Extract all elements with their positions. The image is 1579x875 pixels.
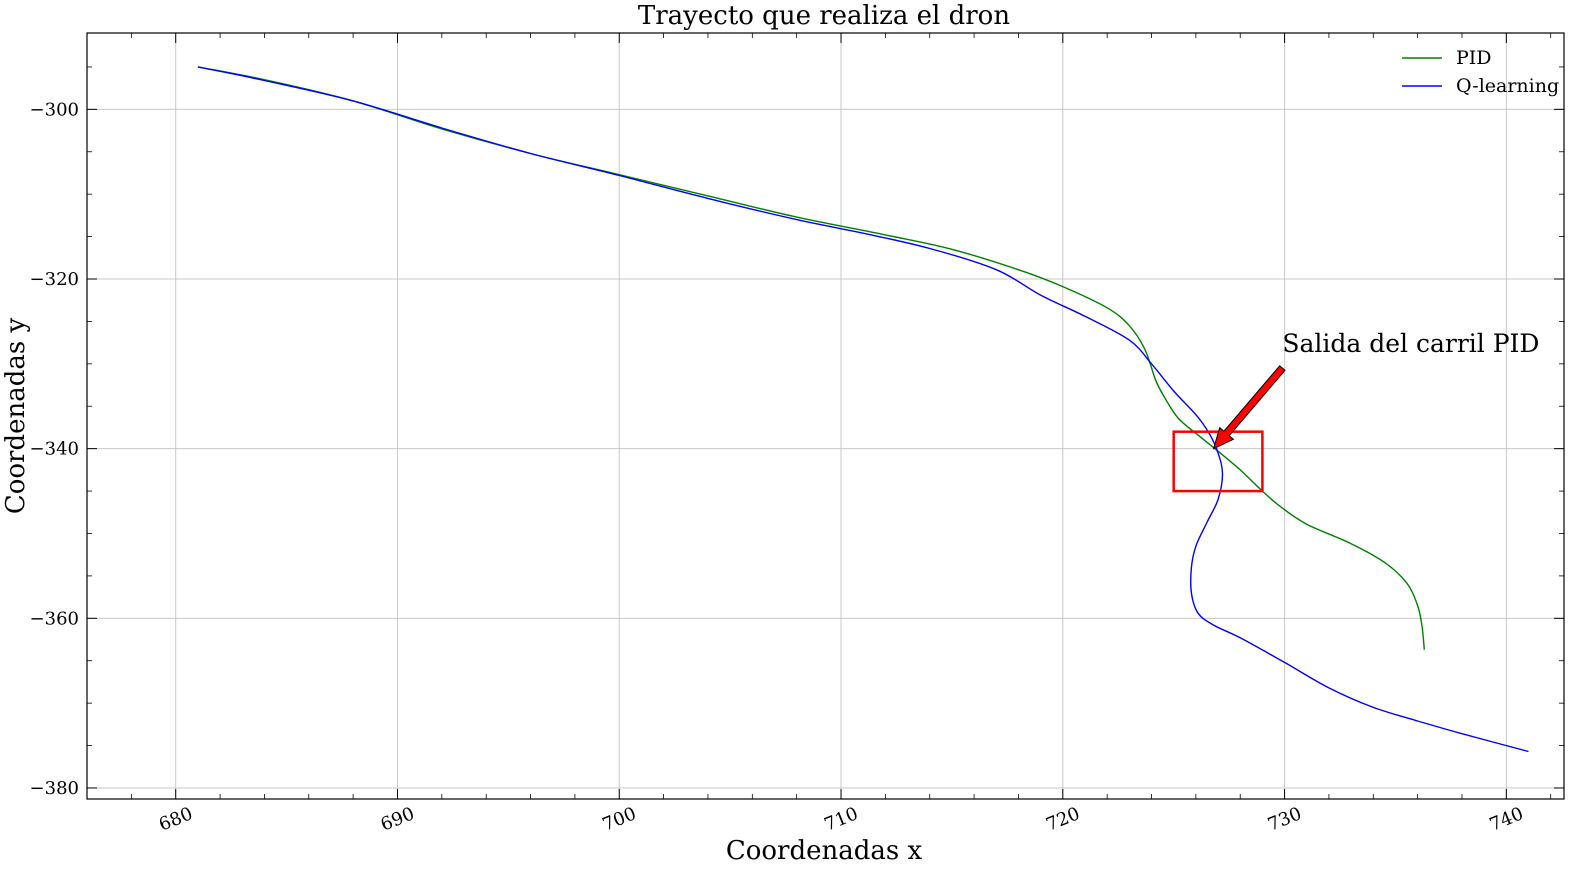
x-tick-label: 680 bbox=[156, 803, 196, 835]
x-tick-label: 730 bbox=[1265, 803, 1305, 835]
x-tick-label: 710 bbox=[821, 803, 861, 835]
x-axis-label: Coordenadas x bbox=[726, 836, 923, 866]
series-line-pid bbox=[197, 66, 1425, 650]
y-axis-label: Coordenadas y bbox=[1, 318, 31, 515]
legend-label-q-learning: Q-learning bbox=[1456, 75, 1559, 97]
y-tick-label: −380 bbox=[30, 778, 79, 799]
annotation-arrow bbox=[1212, 365, 1286, 450]
plot-frame bbox=[86, 32, 1565, 800]
chart-title: Trayecto que realiza el dron bbox=[638, 1, 1010, 31]
y-tick-label: −320 bbox=[30, 269, 79, 290]
x-tick-label: 700 bbox=[600, 803, 640, 835]
legend-label-pid: PID bbox=[1456, 47, 1492, 69]
annotation-text: Salida del carril PID bbox=[1282, 329, 1539, 358]
plot-area: Salida del carril PID bbox=[197, 66, 1539, 753]
grid-lines bbox=[87, 33, 1564, 799]
x-tick-label: 720 bbox=[1043, 803, 1083, 835]
y-tick-label: −340 bbox=[30, 439, 79, 460]
y-tick-label: −360 bbox=[30, 608, 79, 629]
axis-ticks: 680 690 700 710 720 730 740 −300 −320 −340 −360 −38… bbox=[30, 33, 1564, 836]
y-tick-label: −300 bbox=[30, 99, 79, 120]
x-tick-label: 690 bbox=[378, 803, 418, 835]
x-tick-label: 740 bbox=[1487, 803, 1527, 835]
series-line-q-learning bbox=[197, 66, 1529, 753]
legend: PID Q-learning bbox=[1402, 47, 1559, 97]
